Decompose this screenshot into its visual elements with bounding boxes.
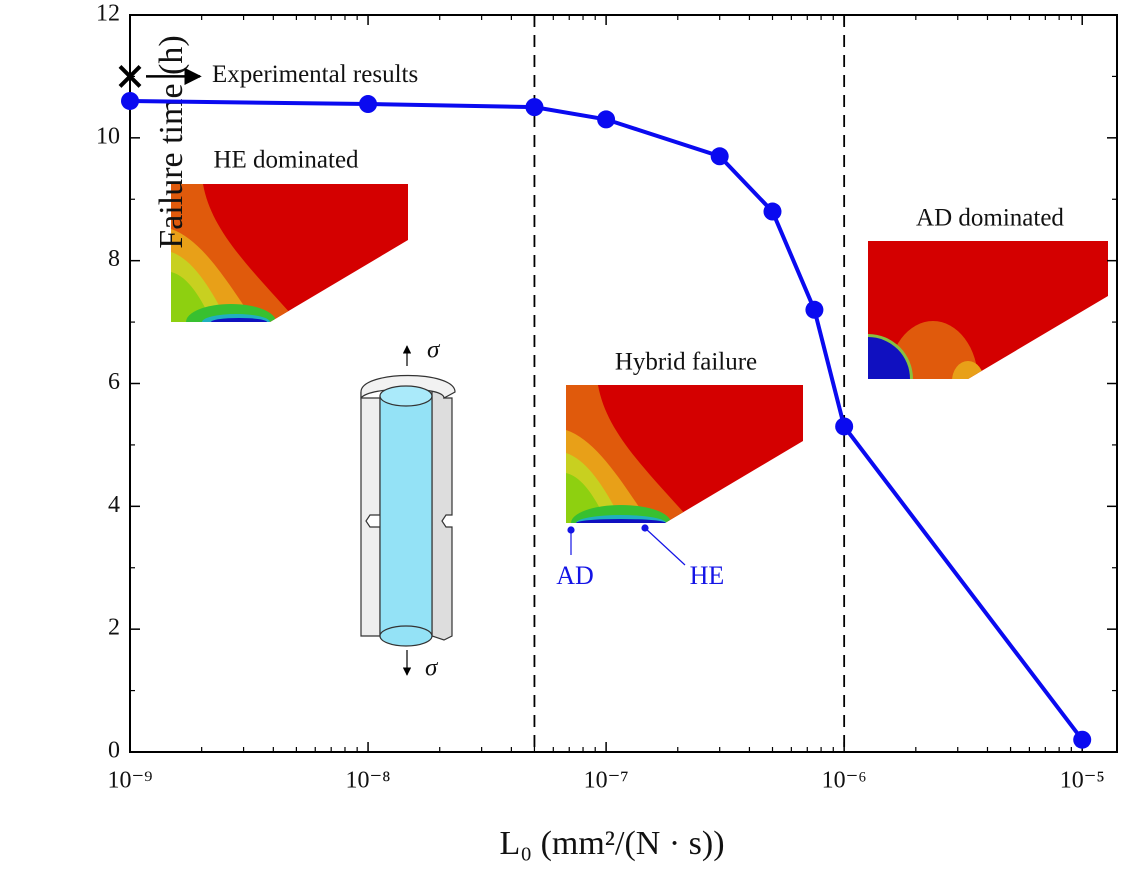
plot-frame (129, 14, 1118, 753)
data-point (835, 417, 854, 436)
contour-inset-ad (868, 241, 1108, 379)
data-point (763, 202, 782, 221)
x-tick-label: 10⁻⁹ (107, 768, 152, 794)
annotation: HE dominated (213, 147, 359, 174)
annotation: Hybrid failure (615, 349, 757, 376)
y-tick-label: 8 (108, 246, 120, 272)
y-tick-label: 4 (108, 492, 120, 518)
x-axis-label: L₀ (mm²/(N · s)) (499, 825, 724, 862)
data-point (359, 95, 378, 114)
annotation: Experimental results (212, 61, 418, 88)
y-axis-label: Failure time (h) (153, 35, 190, 248)
contour-inset-he (171, 184, 408, 322)
annotation: AD dominated (916, 205, 1064, 232)
data-point (597, 110, 616, 129)
data-point (1073, 730, 1092, 749)
data-point (805, 300, 824, 319)
x-tick-label: 10⁻⁵ (1060, 768, 1105, 794)
x-tick-label: 10⁻⁶ (822, 768, 867, 794)
y-tick-label: 6 (108, 369, 120, 395)
experimental-marker (118, 65, 142, 88)
annotation: HE (690, 561, 725, 590)
x-tick-label: 10⁻⁷ (584, 768, 629, 794)
data-point (710, 147, 729, 166)
y-tick-label: 12 (96, 1, 120, 27)
data-point (525, 98, 544, 117)
specimen (360, 345, 456, 676)
y-tick-label: 0 (108, 738, 120, 764)
y-tick-label: 10 (96, 123, 120, 149)
annotation: σ (425, 655, 439, 682)
annotation: AD (556, 561, 594, 590)
inset-pointers (567, 524, 686, 566)
annotation: σ (427, 337, 441, 364)
y-tick-label: 2 (108, 615, 120, 641)
x-tick-label: 10⁻⁸ (346, 768, 391, 794)
contour-inset-hybrid (566, 385, 803, 523)
data-point (121, 91, 139, 110)
